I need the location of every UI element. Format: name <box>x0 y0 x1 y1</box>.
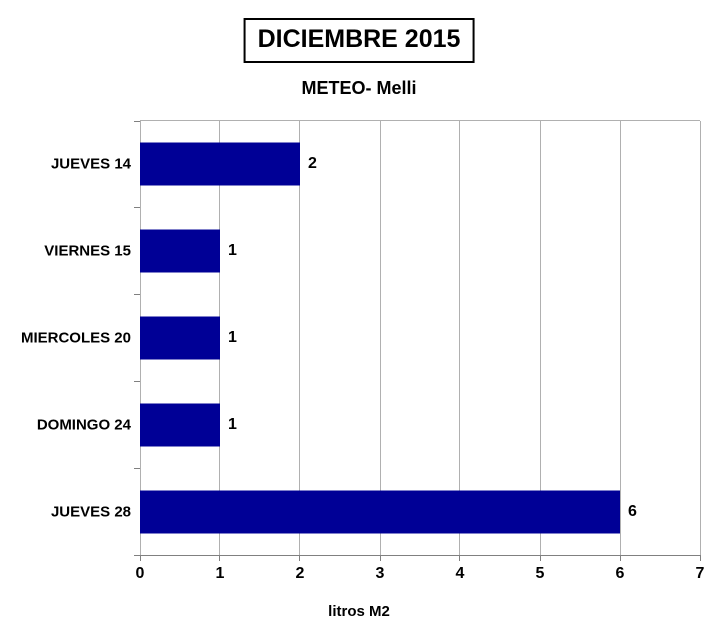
gridline <box>299 121 301 555</box>
x-axis-tick <box>699 555 701 561</box>
x-tick-label: 0 <box>135 565 145 582</box>
bar <box>140 229 220 273</box>
plot-area: 0 1 2 3 4 5 6 7 JUEVES 14 2 VIERNES 15 1 MIERCOLES 2… <box>21 120 704 582</box>
x-tick-label: 4 <box>455 565 465 582</box>
category-label: JUEVES 28 <box>50 503 131 521</box>
chart-title: DICIEMBRE 2015 <box>257 25 461 53</box>
gridline <box>379 121 381 555</box>
bar-value-label: 1 <box>227 242 237 260</box>
x-axis-tick <box>299 555 301 561</box>
y-axis-boundary-tick <box>134 467 140 469</box>
x-axis-tick <box>539 555 541 561</box>
bar <box>140 490 620 534</box>
gridline <box>619 121 621 555</box>
y-axis-boundary-tick <box>134 380 140 382</box>
x-axis-tick <box>459 555 461 561</box>
chart-subtitle: METEO- Melli <box>301 78 417 98</box>
bar-value-label: 1 <box>227 415 237 433</box>
x-tick-label: 6 <box>615 565 625 582</box>
gridline <box>539 121 541 555</box>
category-label: JUEVES 14 <box>50 155 131 173</box>
category-label: DOMINGO 24 <box>36 416 131 434</box>
bar <box>140 403 220 447</box>
x-axis-tick <box>139 555 141 561</box>
x-tick-label: 3 <box>375 565 385 582</box>
bar-value-label: 6 <box>628 502 637 520</box>
category-label: VIERNES 15 <box>44 242 131 260</box>
x-tick-label: 1 <box>215 565 225 582</box>
chart-title-box: DICIEMBRE 2015 <box>243 18 475 63</box>
bar-value-label: 2 <box>307 155 317 173</box>
x-axis-tick <box>379 555 381 561</box>
x-tick-label: 5 <box>535 565 545 582</box>
y-axis-boundary-tick <box>134 294 140 296</box>
bar <box>140 316 220 360</box>
x-tick-label: 2 <box>295 565 305 582</box>
gridline <box>699 121 701 555</box>
x-tick-label: 7 <box>695 565 705 582</box>
bar <box>140 142 300 186</box>
y-axis-boundary-tick <box>134 207 140 209</box>
category-label: MIERCOLES 20 <box>20 329 131 347</box>
x-axis-title: litros M2 <box>328 603 390 620</box>
gridline <box>459 121 461 555</box>
y-axis-boundary-tick <box>134 120 140 122</box>
y-axis-boundary-tick <box>134 554 140 556</box>
x-axis-tick <box>619 555 621 561</box>
bar-value-label: 1 <box>227 329 237 346</box>
x-axis-tick <box>219 555 221 561</box>
